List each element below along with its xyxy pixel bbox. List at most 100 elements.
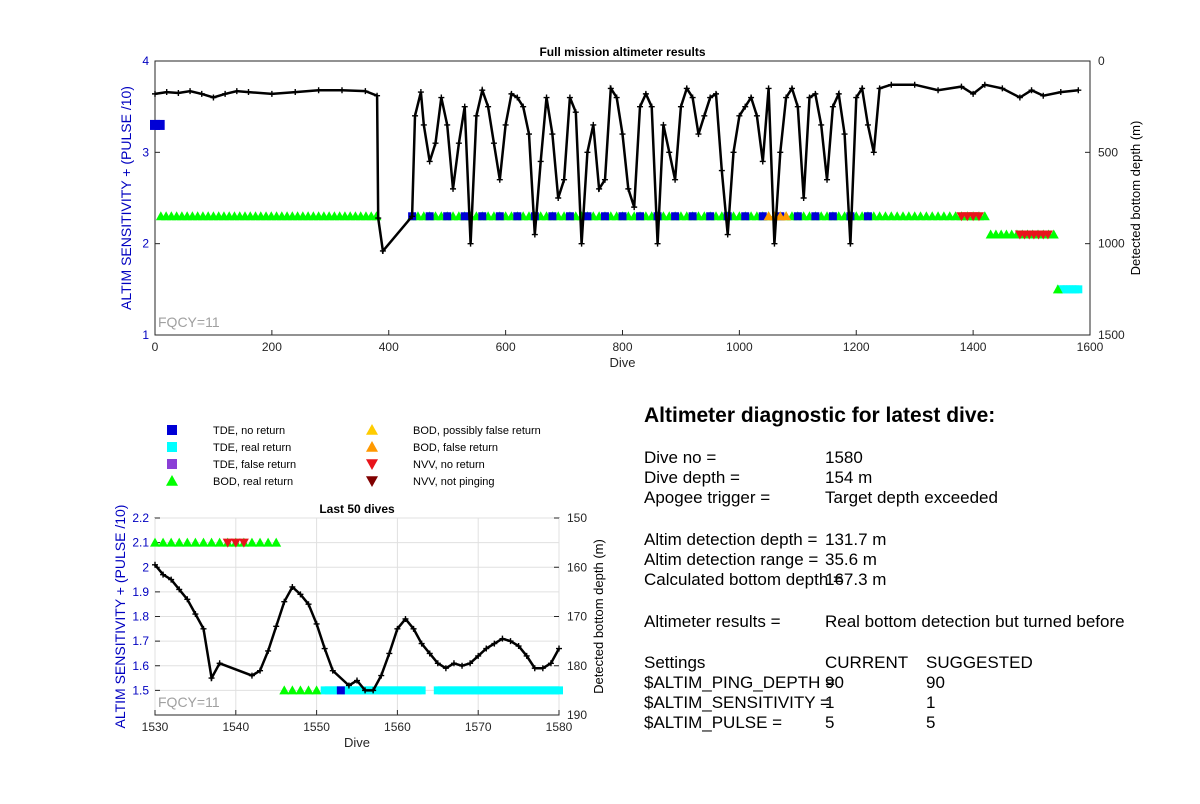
altimeter-results-value: Real bottom detection but turned before	[825, 612, 1125, 631]
tde-marker	[741, 212, 750, 221]
y-axis-label: ALTIM SENSITIVITY + (PULSE /10)	[118, 86, 134, 310]
tde-marker	[793, 212, 802, 221]
bottom-depth-point	[297, 591, 304, 598]
y2-tick-label: 500	[1098, 145, 1118, 159]
bottom-depth-point	[265, 647, 272, 654]
bottom-depth-point	[818, 121, 825, 128]
legend-label: BOD, false return	[413, 442, 498, 454]
tde-marker	[381, 686, 390, 695]
bottom-depth-point	[841, 131, 848, 138]
pulse-suggested: 5	[926, 713, 936, 732]
bottom-depth-point	[160, 571, 167, 578]
bottom-depth-point	[765, 85, 772, 92]
bod-marker	[206, 537, 217, 547]
tde-marker	[490, 686, 499, 695]
bottom-depth-point	[637, 103, 644, 110]
bottom-depth-point	[613, 94, 620, 101]
tde-marker	[425, 212, 434, 221]
chart-title: Last 50 dives	[319, 502, 395, 516]
tde-marker	[526, 686, 535, 695]
bottom-depth-point	[450, 185, 457, 192]
y-tick-label: 2	[142, 237, 149, 251]
bottom-depth-point	[666, 149, 673, 156]
settings-label: Settings	[644, 653, 706, 672]
bottom-depth-point	[175, 89, 182, 96]
tde-marker	[486, 686, 495, 695]
bod-marker	[150, 537, 160, 547]
bottom-depth-point	[426, 158, 433, 165]
legend-swatch	[366, 424, 378, 435]
bottom-depth-point	[689, 94, 696, 101]
bottom-depth-point	[864, 121, 871, 128]
bottom-depth-point	[210, 94, 217, 101]
tde-marker	[811, 212, 820, 221]
sensitivity-current: 1	[825, 693, 835, 712]
bottom-depth-point	[642, 90, 649, 97]
bottom-depth-point	[402, 615, 409, 622]
tde-marker	[462, 686, 471, 695]
tde-marker	[506, 686, 515, 695]
bottom-depth-point	[370, 687, 377, 694]
legend-label: BOD, real return	[213, 476, 293, 488]
tde-marker	[397, 686, 406, 695]
bottom-depth-point	[418, 640, 425, 647]
bottom-depth-point	[829, 103, 836, 110]
bottom-depth-point	[1016, 94, 1023, 101]
tde-marker	[478, 212, 487, 221]
tde-marker	[530, 686, 539, 695]
bottom-depth-point	[800, 195, 807, 201]
nvv-marker	[973, 212, 984, 222]
bottom-depth-point	[824, 176, 831, 183]
detection-range-label: Altim detection range =	[644, 550, 819, 569]
bottom-depth-point	[374, 92, 381, 99]
y2-tick-label: 0	[1098, 54, 1105, 68]
tde-marker	[706, 212, 715, 221]
detection-depth-label: Altim detection depth =	[644, 530, 818, 549]
bottom-depth-label: Calculated bottom depth =	[644, 570, 843, 589]
bottom-depth-point	[305, 601, 312, 608]
chart-title: Full mission altimeter results	[539, 45, 705, 59]
bottom-depth-point	[473, 112, 480, 119]
bottom-depth-point	[1040, 92, 1047, 99]
bod-marker	[182, 537, 193, 547]
bod-marker	[303, 685, 314, 695]
tde-marker	[522, 686, 531, 695]
bottom-depth-point	[870, 149, 877, 156]
bottom-depth-point	[467, 240, 474, 247]
bod-marker	[1052, 284, 1063, 294]
tde-marker	[377, 686, 386, 695]
sensitivity-suggested: 1	[926, 693, 936, 712]
bottom-depth-point	[958, 83, 965, 90]
nvv-marker	[222, 538, 233, 548]
bottom-depth-point	[806, 94, 813, 101]
bottom-depth-point	[759, 158, 766, 165]
bod-marker	[1048, 229, 1059, 239]
y-tick-label: 1.5	[132, 683, 149, 697]
legend-swatch	[167, 442, 177, 452]
legend: TDE, no return TDE, real return TDE, false…	[166, 424, 541, 488]
tde-marker	[548, 212, 557, 221]
bottom-depth-point	[683, 85, 690, 92]
bottom-depth-point	[771, 240, 778, 247]
tde-marker	[828, 212, 837, 221]
ping-depth-suggested: 90	[926, 673, 945, 692]
x-tick-label: 1570	[465, 720, 492, 734]
bottom-depth-point	[479, 87, 486, 94]
legend-label: BOD, possibly false return	[413, 425, 541, 437]
ping-depth-current: 90	[825, 673, 844, 692]
bottom-depth-point	[566, 94, 573, 101]
bottom-depth-point	[248, 672, 255, 679]
bottom-depth-point	[459, 662, 466, 669]
bottom-depth-point	[660, 121, 667, 128]
y-tick-label: 2.1	[132, 536, 149, 550]
bottom-depth-point	[1075, 87, 1082, 94]
tde-marker	[513, 212, 522, 221]
tde-marker	[502, 686, 511, 695]
tde-marker	[405, 686, 414, 695]
bottom-depth-point	[491, 640, 498, 647]
bottom-depth-point	[152, 90, 158, 97]
detection-range-value: 35.6 m	[825, 550, 877, 569]
bottom-depth-point	[490, 140, 497, 147]
tde-marker	[534, 686, 543, 695]
x-tick-label: 1400	[960, 340, 987, 354]
